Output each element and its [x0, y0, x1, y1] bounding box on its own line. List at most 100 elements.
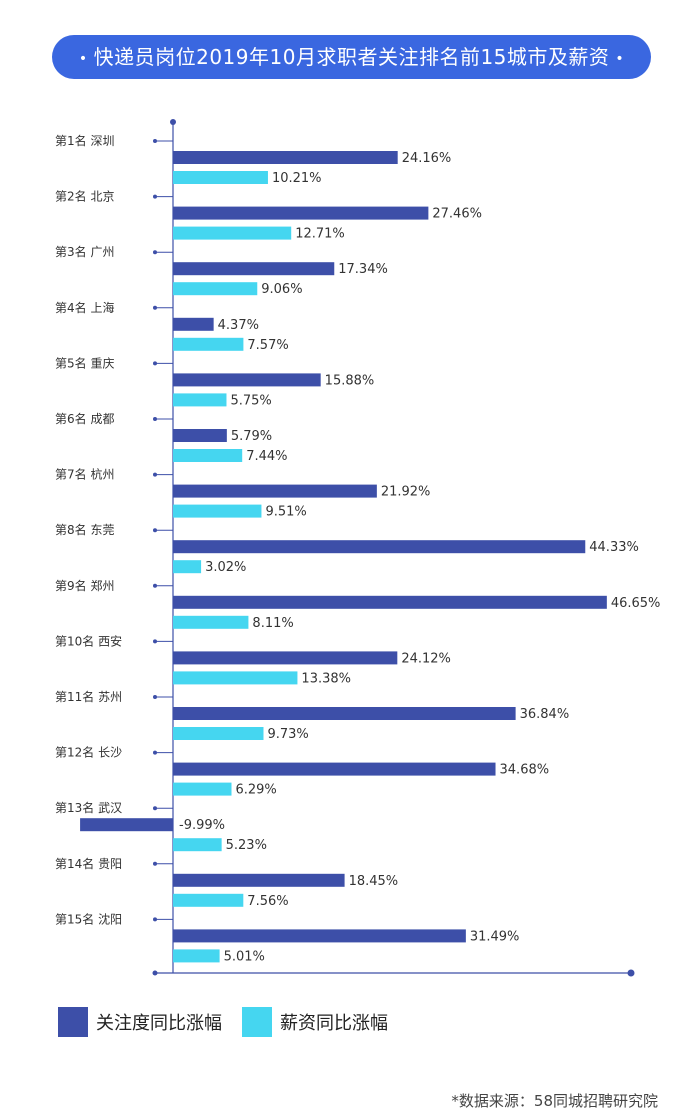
- category-tick-dot: [153, 250, 157, 255]
- attention-value-label: 31.49%: [470, 929, 520, 944]
- salary-bar: [173, 671, 298, 685]
- category-label: 第2名 北京: [55, 189, 114, 204]
- attention-value-label: 24.12%: [401, 651, 451, 666]
- category-tick-dot: [153, 861, 157, 866]
- salary-value-label: 5.01%: [224, 949, 265, 964]
- salary-bar: [173, 560, 202, 574]
- salary-value-label: 12.71%: [295, 227, 345, 242]
- attention-bar: [173, 373, 321, 387]
- category-tick-dot: [153, 194, 157, 199]
- category-tick-dot: [153, 917, 157, 922]
- attention-value-label: 44.33%: [589, 540, 639, 555]
- category-tick-dot: [153, 417, 157, 421]
- x-axis-start-dot: [152, 970, 158, 976]
- salary-bar: [173, 449, 243, 462]
- chart-legend: 关注度同比涨幅 薪资同比涨幅: [58, 1007, 408, 1037]
- salary-value-label: 9.06%: [261, 282, 302, 297]
- legend-item-salary: 薪资同比涨幅: [242, 1007, 388, 1037]
- salary-bar: [173, 838, 222, 852]
- category-tick-dot: [153, 695, 157, 699]
- category-label: 第15名 沈阳: [55, 911, 122, 926]
- salary-value-label: 5.23%: [226, 838, 267, 853]
- attention-bar: [80, 818, 173, 832]
- attention-bar: [173, 262, 335, 276]
- salary-bar: [173, 893, 244, 907]
- salary-bar: [173, 393, 227, 407]
- attention-value-label: -9.99%: [179, 818, 225, 833]
- category-label: 第13名 武汉: [55, 800, 122, 815]
- x-axis-end-dot: [627, 969, 635, 977]
- attention-bar: [173, 484, 377, 498]
- salary-bar: [173, 337, 244, 351]
- salary-bar: [173, 782, 232, 796]
- attention-value-label: 36.84%: [520, 707, 570, 722]
- category-tick-dot: [153, 472, 157, 477]
- salary-bar: [173, 226, 292, 240]
- category-label: 第4名 上海: [55, 300, 114, 315]
- legend-swatch-attention: [58, 1007, 88, 1037]
- category-label: 第9名 郑州: [55, 578, 114, 593]
- salary-bar: [173, 282, 258, 296]
- salary-bar: [173, 171, 268, 184]
- attention-value-label: 18.45%: [349, 874, 399, 889]
- category-label: 第1名 深圳: [55, 133, 114, 148]
- legend-label-salary: 薪资同比涨幅: [280, 1013, 388, 1034]
- category-label: 第3名 广州: [55, 244, 114, 259]
- attention-bar: [173, 873, 345, 887]
- category-tick-dot: [153, 361, 157, 366]
- category-label: 第10名 西安: [55, 633, 122, 648]
- category-tick-dot: [153, 528, 157, 533]
- attention-bar: [173, 540, 586, 554]
- category-label: 第14名 贵阳: [55, 856, 122, 871]
- category-tick-dot: [153, 305, 157, 310]
- attention-value-label: 4.37%: [218, 318, 259, 333]
- salary-bar: [173, 727, 264, 740]
- attention-bar: [173, 651, 398, 665]
- attention-bar: [173, 707, 516, 720]
- category-label: 第7名 杭州: [55, 467, 114, 482]
- salary-bar: [173, 504, 262, 518]
- salary-value-label: 7.57%: [247, 338, 288, 353]
- legend-swatch-salary: [242, 1007, 272, 1037]
- attention-value-label: 24.16%: [402, 151, 452, 166]
- category-tick-dot: [153, 639, 157, 644]
- attention-value-label: 27.46%: [432, 207, 482, 222]
- attention-value-label: 46.65%: [611, 596, 661, 611]
- attention-value-label: 17.34%: [338, 262, 388, 277]
- attention-value-label: 15.88%: [325, 373, 375, 388]
- salary-value-label: 3.02%: [205, 560, 246, 575]
- attention-bar: [173, 206, 429, 220]
- salary-value-label: 6.29%: [235, 783, 276, 798]
- category-label: 第8名 东莞: [55, 522, 114, 537]
- category-label: 第6名 成都: [55, 411, 114, 426]
- salary-bar: [173, 615, 249, 629]
- salary-value-label: 10.21%: [272, 171, 322, 186]
- category-label: 第12名 长沙: [55, 745, 122, 760]
- attention-bar: [173, 317, 214, 331]
- title-left-dot: •: [78, 50, 88, 67]
- attention-bar: [173, 762, 496, 776]
- salary-value-label: 7.44%: [246, 449, 287, 464]
- attention-value-label: 5.79%: [231, 429, 272, 444]
- legend-label-attention: 关注度同比涨幅: [96, 1013, 222, 1034]
- attention-bar: [173, 429, 227, 442]
- salary-value-label: 9.51%: [265, 505, 306, 520]
- attention-bar: [173, 929, 466, 943]
- title-right-dot: •: [615, 50, 625, 67]
- category-tick-dot: [153, 139, 157, 143]
- attention-value-label: 34.68%: [500, 763, 550, 778]
- chart-title: 快递员岗位2019年10月求职者关注排名前15城市及薪资: [93, 45, 610, 69]
- chart-title-banner: • 快递员岗位2019年10月求职者关注排名前15城市及薪资 •: [52, 35, 651, 79]
- attention-value-label: 21.92%: [381, 485, 431, 500]
- attention-bar: [173, 595, 607, 609]
- salary-value-label: 13.38%: [301, 671, 351, 686]
- category-tick-dot: [153, 750, 157, 755]
- category-label: 第11名 苏州: [55, 689, 122, 704]
- data-source-note: *数据来源：58同城招聘研究院: [451, 1092, 658, 1110]
- salary-value-label: 9.73%: [267, 727, 308, 742]
- attention-bar: [173, 151, 398, 164]
- salary-value-label: 8.11%: [252, 616, 293, 631]
- category-label: 第5名 重庆: [55, 355, 114, 370]
- salary-bar: [173, 949, 220, 963]
- legend-item-attention: 关注度同比涨幅: [58, 1007, 222, 1037]
